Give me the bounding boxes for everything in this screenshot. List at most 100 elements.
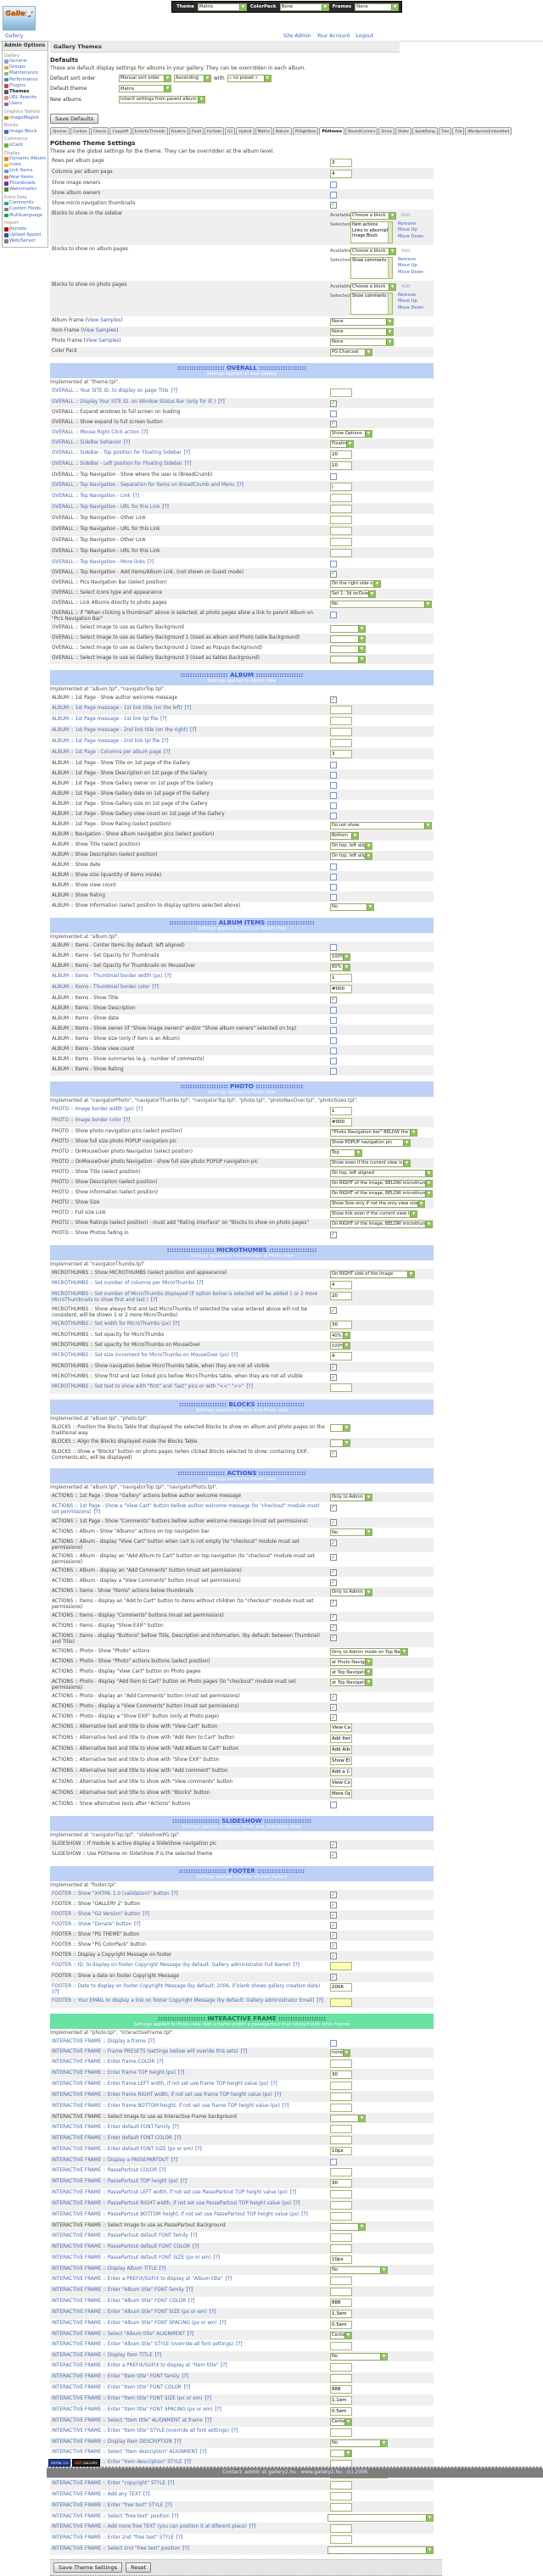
- select[interactable]: ▼: [327, 2513, 434, 2522]
- text-input[interactable]: [330, 1735, 352, 1744]
- select[interactable]: Do not show ▼: [330, 821, 432, 830]
- text-input[interactable]: [330, 1746, 352, 1755]
- help-link[interactable]: [?]: [294, 2201, 300, 2206]
- help-link[interactable]: [?]: [188, 2299, 195, 2304]
- move-down-link[interactable]: Move Down: [398, 234, 424, 240]
- sidebar-item-image-block[interactable]: Image Block: [4, 129, 46, 135]
- text-input[interactable]: [330, 1962, 352, 1971]
- text-input[interactable]: [330, 158, 352, 167]
- checkbox[interactable]: [330, 1307, 337, 1314]
- text-input[interactable]: [330, 716, 352, 725]
- help-link[interactable]: [?]: [289, 2190, 297, 2195]
- remove-link[interactable]: Remove: [398, 256, 417, 262]
- select[interactable]: None ▼: [330, 338, 394, 346]
- sidebar-item-plugins[interactable]: Plugins: [4, 83, 46, 89]
- help-link[interactable]: [?]: [159, 2266, 166, 2271]
- help-link[interactable]: [?]: [218, 400, 225, 405]
- select[interactable]: ▼: [330, 634, 366, 643]
- select[interactable]: Show POPUP navigation pic ▼: [330, 1138, 411, 1147]
- help-link[interactable]: [?]: [183, 2385, 191, 2390]
- help-link[interactable]: [?]: [215, 2407, 221, 2412]
- select[interactable]: 100%▼: [330, 953, 350, 961]
- help-link[interactable]: [?]: [167, 2481, 175, 2486]
- sidebar-item-performance[interactable]: Performance: [4, 77, 46, 83]
- checkbox[interactable]: [330, 1902, 337, 1909]
- sidebar-item-new-items[interactable]: New Items: [4, 175, 46, 181]
- checkbox[interactable]: [330, 873, 337, 880]
- text-input[interactable]: [330, 1321, 352, 1330]
- help-link[interactable]: [?]: [240, 2049, 247, 2054]
- help-link[interactable]: [?]: [136, 1107, 143, 1113]
- select[interactable]: Set 1: 3d onOver icons▼: [330, 590, 376, 598]
- reset-button[interactable]: Reset: [126, 2562, 152, 2573]
- checkbox[interactable]: [330, 1554, 337, 1562]
- checkbox[interactable]: [330, 696, 337, 703]
- text-input[interactable]: [330, 1352, 352, 1361]
- help-link[interactable]: [?]: [221, 2363, 227, 2368]
- help-link[interactable]: [?]: [150, 1298, 158, 1304]
- sidebar-item-comments[interactable]: Comments: [4, 200, 46, 206]
- checkbox[interactable]: [330, 1891, 337, 1899]
- checkbox[interactable]: [330, 420, 337, 427]
- text-input[interactable]: [330, 2059, 352, 2068]
- help-link[interactable]: [?]: [282, 2104, 289, 2109]
- colorpack-select[interactable]: None ▼: [279, 3, 329, 11]
- checkbox[interactable]: [330, 191, 337, 198]
- help-link[interactable]: [?]: [197, 1281, 204, 1287]
- checkbox[interactable]: [330, 560, 337, 567]
- tab-roundcorners[interactable]: RoundCorners: [345, 127, 378, 135]
- checkbox[interactable]: [330, 1057, 337, 1064]
- help-link[interactable]: [?]: [301, 2212, 308, 2217]
- text-input[interactable]: [330, 1106, 352, 1115]
- tab-pgtheme[interactable]: PGtheme: [319, 127, 345, 135]
- help-link[interactable]: [?]: [176, 2535, 183, 2540]
- help-link[interactable]: [?]: [190, 728, 197, 734]
- sidebar-item-remote[interactable]: Remote: [4, 226, 46, 232]
- text-input[interactable]: [330, 2135, 352, 2144]
- checkbox[interactable]: [330, 761, 337, 768]
- save-theme-settings-button[interactable]: Save Theme Settings: [53, 2562, 123, 2573]
- sidebar-item-watermarks[interactable]: Watermarks: [4, 187, 46, 193]
- select[interactable]: Only to Admin mode▼: [330, 1493, 372, 1501]
- checkbox[interactable]: [330, 1539, 337, 1546]
- help-link[interactable]: [?]: [182, 2546, 189, 2551]
- tab-floatrix[interactable]: Floatrix: [168, 127, 188, 135]
- text-input[interactable]: [330, 2103, 352, 2112]
- checkbox[interactable]: [330, 1067, 337, 1075]
- tab-carbon[interactable]: Carbon: [70, 127, 90, 135]
- select[interactable]: No ▼: [330, 2266, 388, 2274]
- sort-direction-select[interactable]: Ascending ▼: [174, 74, 211, 82]
- text-input[interactable]: [330, 2362, 352, 2372]
- select[interactable]: Top ▼: [330, 1148, 362, 1157]
- text-input[interactable]: [330, 2491, 352, 2501]
- text-input[interactable]: [330, 493, 352, 502]
- text-input[interactable]: [330, 2200, 352, 2210]
- select[interactable]: ▼: [330, 2222, 366, 2231]
- select[interactable]: No ▼: [330, 1528, 372, 1536]
- checkbox[interactable]: [330, 1912, 337, 1919]
- xhtml-badge[interactable]: XHTML 1.0: [48, 2459, 71, 2467]
- help-link[interactable]: [?]: [160, 717, 167, 723]
- select[interactable]: Center▼: [330, 2417, 352, 2426]
- checkbox[interactable]: [330, 1922, 337, 1930]
- select[interactable]: "Photo Navigation bar" BELOW the image▼: [330, 1128, 417, 1137]
- tab-splatrang[interactable]: SplatRang: [412, 127, 438, 135]
- checkbox[interactable]: [330, 1504, 337, 1512]
- text-input[interactable]: [330, 2341, 352, 2350]
- help-link[interactable]: [?]: [132, 494, 139, 499]
- text-input[interactable]: [330, 482, 352, 491]
- text-input[interactable]: [330, 1998, 352, 2007]
- text-input[interactable]: [330, 2232, 352, 2242]
- text-input[interactable]: [330, 2428, 352, 2437]
- select[interactable]: PG Charcoal ▼: [330, 348, 372, 356]
- checkbox[interactable]: [330, 1634, 337, 1641]
- select[interactable]: Choose a block ▼: [350, 211, 396, 220]
- checkbox[interactable]: [330, 2158, 337, 2165]
- tab-sirius[interactable]: Sirius: [378, 127, 395, 135]
- tab-copyleft[interactable]: Copyleft: [109, 127, 132, 135]
- select[interactable]: Only to Admin mode▼: [330, 1588, 372, 1596]
- select[interactable]: Only to Admin mode on Top Navigation bar…: [330, 1648, 408, 1656]
- help-link[interactable]: [?]: [162, 505, 169, 510]
- help-link[interactable]: [?]: [174, 2136, 182, 2141]
- text-input[interactable]: [330, 537, 352, 546]
